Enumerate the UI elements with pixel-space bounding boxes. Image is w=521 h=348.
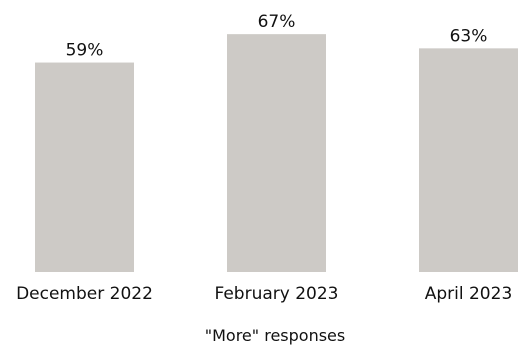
bar-value-label: 63% bbox=[450, 26, 488, 46]
bars-group bbox=[35, 34, 518, 273]
category-label: February 2023 bbox=[215, 284, 339, 304]
value-labels-group: 59% 67% 63% bbox=[66, 12, 488, 60]
category-labels-group: December 2022 February 2023 April 2023 bbox=[16, 284, 512, 304]
bar-value-label: 67% bbox=[258, 12, 296, 32]
bar bbox=[227, 34, 326, 273]
category-label: April 2023 bbox=[425, 284, 513, 304]
bar bbox=[35, 62, 134, 272]
x-axis-title: "More" responses bbox=[205, 326, 345, 345]
category-label: December 2022 bbox=[16, 284, 153, 304]
bar-value-label: 59% bbox=[66, 41, 104, 61]
bar bbox=[419, 48, 518, 272]
